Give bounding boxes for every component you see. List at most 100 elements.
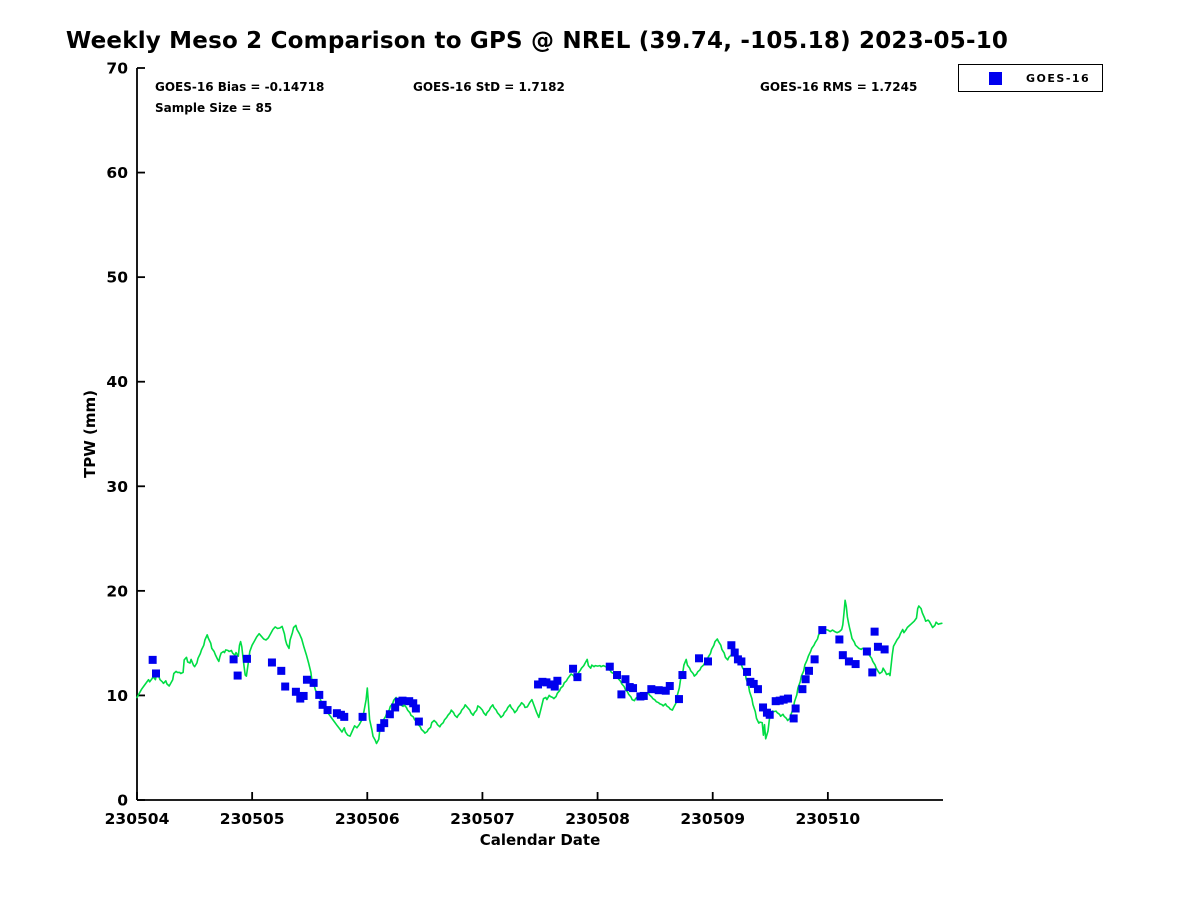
goes16-marker <box>538 677 547 686</box>
goes16-marker <box>573 673 582 682</box>
goes16-marker <box>759 703 768 712</box>
stat-sample-size: Sample Size = 85 <box>155 101 273 115</box>
goes16-marker <box>727 641 736 650</box>
goes16-marker <box>340 712 349 721</box>
goes16-marker <box>880 645 889 654</box>
legend: GOES-16 <box>958 64 1103 92</box>
goes16-marker <box>299 691 308 700</box>
goes16-marker <box>730 648 739 657</box>
goes16-marker <box>315 690 324 699</box>
goes16-marker <box>553 676 562 685</box>
goes16-marker <box>233 671 242 680</box>
goes16-marker <box>409 699 418 708</box>
y-tick-label: 10 <box>106 687 128 705</box>
goes16-marker <box>801 675 810 684</box>
stat-std: GOES-16 StD = 1.7182 <box>413 80 565 94</box>
goes16-marker <box>411 704 420 713</box>
goes16-marker <box>647 685 656 694</box>
goes16-marker <box>810 655 819 664</box>
goes16-marker <box>765 710 774 719</box>
goes16-marker <box>804 666 813 675</box>
goes16-marker <box>534 680 543 689</box>
goes16-marker <box>148 655 157 664</box>
goes16-marker <box>621 675 630 684</box>
goes16-marker <box>661 686 670 695</box>
x-tick-label: 230507 <box>450 810 515 828</box>
chart-title: Weekly Meso 2 Comparison to GPS @ NREL (… <box>65 28 1009 54</box>
y-tick-label: 20 <box>106 582 128 600</box>
goes16-marker <box>665 682 674 691</box>
goes16-marker <box>835 635 844 644</box>
goes16-marker <box>838 651 847 660</box>
goes16-marker <box>358 712 367 721</box>
goes16-marker <box>791 704 800 713</box>
goes16-marker <box>542 678 551 687</box>
goes16-marker <box>309 678 318 687</box>
goes16-marker <box>291 687 300 696</box>
goes16-marker <box>302 675 311 684</box>
x-tick-label: 230504 <box>105 810 170 828</box>
goes16-marker <box>380 719 389 728</box>
y-tick-label: 50 <box>106 269 128 287</box>
gps-line <box>136 599 943 745</box>
goes16-marker <box>569 664 578 673</box>
goes16-marker <box>695 654 704 663</box>
goes16-marker <box>242 654 251 663</box>
goes16-legend-label: GOES-16 <box>1026 71 1091 85</box>
goes16-marker <box>229 655 238 664</box>
goes16-legend-marker-icon <box>989 71 1002 85</box>
y-tick-label: 70 <box>106 60 128 78</box>
goes16-marker <box>405 697 414 706</box>
goes16-marker <box>868 668 877 677</box>
x-tick-label: 230510 <box>795 810 860 828</box>
goes16-marker <box>398 696 407 705</box>
goes16-marker <box>391 703 400 712</box>
goes16-marker <box>678 671 687 680</box>
y-tick-label: 40 <box>106 373 128 391</box>
goes16-marker <box>789 714 798 723</box>
goes16-marker <box>639 691 648 700</box>
goes16-marker <box>654 686 663 695</box>
goes16-marker <box>332 709 341 718</box>
x-tick-label: 230506 <box>335 810 400 828</box>
y-tick-label: 60 <box>106 164 128 182</box>
goes16-marker <box>267 658 276 667</box>
goes16-marker <box>613 671 622 680</box>
goes16-marker <box>779 695 788 704</box>
goes16-marker <box>753 685 762 694</box>
goes16-marker <box>784 694 793 703</box>
goes16-marker <box>385 710 394 719</box>
goes16-marker <box>862 647 871 656</box>
goes16-marker <box>550 682 559 691</box>
goes16-marker <box>798 685 807 694</box>
goes16-marker <box>873 642 882 651</box>
goes16-marker <box>376 723 385 732</box>
x-axis-title: Calendar Date <box>479 831 601 849</box>
goes16-marker <box>629 684 638 693</box>
goes16-marker <box>703 657 712 666</box>
goes16-marker <box>674 695 683 704</box>
x-tick-label: 230505 <box>220 810 285 828</box>
goes16-marker <box>546 680 555 689</box>
goes16-marker <box>737 657 746 666</box>
goes16-marker <box>281 682 290 691</box>
goes16-marker <box>323 706 332 715</box>
goes16-marker <box>844 657 853 666</box>
goes16-marker <box>414 717 423 726</box>
goes16-marker <box>870 627 879 636</box>
y-tick-label: 0 <box>117 792 128 810</box>
x-tick-label: 230508 <box>565 810 630 828</box>
goes16-marker <box>318 700 327 709</box>
y-tick-label: 30 <box>106 478 128 496</box>
goes16-marker <box>605 662 614 671</box>
goes16-marker <box>818 626 827 635</box>
stat-rms: GOES-16 RMS = 1.7245 <box>760 80 918 94</box>
goes16-marker <box>151 669 160 678</box>
goes16-marker <box>851 660 860 669</box>
stat-bias: GOES-16 Bias = -0.14718 <box>155 80 325 94</box>
goes16-marker <box>771 697 780 706</box>
goes16-marker <box>277 666 286 675</box>
x-tick-label: 230509 <box>680 810 745 828</box>
